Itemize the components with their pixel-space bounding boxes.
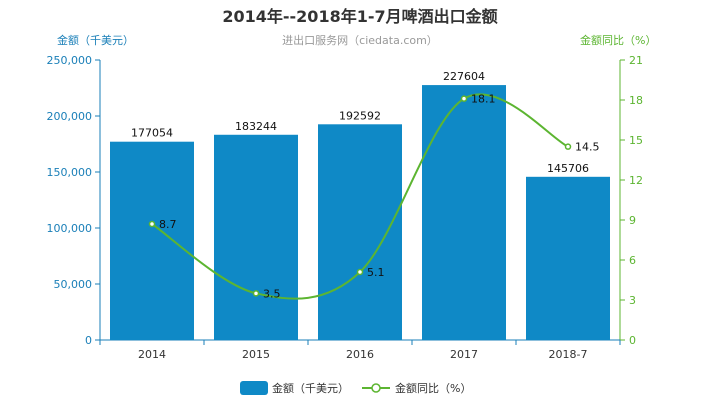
line-data-label: 14.5	[575, 141, 600, 154]
legend-line-marker	[371, 383, 381, 393]
line-point	[148, 220, 156, 228]
y-right-tick-label: 18	[629, 94, 643, 107]
line-point	[460, 95, 468, 102]
line-series: 8.7 3.5 5.1 18.1 14.5	[148, 93, 600, 300]
bar	[526, 176, 610, 340]
y-left-tick-label: 0	[85, 334, 92, 347]
y-right-tick-label: 9	[629, 214, 636, 227]
y-right-tick-label: 12	[629, 174, 643, 187]
y-left-tick-label: 50,000	[54, 278, 93, 291]
y-left-tick-label: 100,000	[47, 222, 93, 235]
y-left-tick-label: 200,000	[47, 110, 93, 123]
line-data-label: 3.5	[263, 287, 281, 300]
line-point	[252, 290, 260, 297]
legend-bar-label: 金额（千美元）	[272, 381, 349, 395]
x-tick-label: 2018-7	[549, 348, 588, 361]
bar-data-label: 227604	[443, 70, 485, 83]
axes: 0 50,000 100,000 150,000 200,000 250,000 0 3 6 9 1…	[47, 54, 644, 361]
y-axis-left-label: 金额（千美元）	[57, 33, 134, 47]
x-tick-label: 2016	[346, 348, 374, 361]
bar-data-label: 183244	[235, 120, 277, 133]
line-data-label: 18.1	[471, 93, 496, 106]
legend-bar-swatch	[240, 381, 268, 395]
y-axis-right-label: 金额同比（%）	[580, 33, 656, 47]
x-tick-label: 2014	[138, 348, 166, 361]
y-right-tick-label: 3	[629, 294, 636, 307]
y-right-tick-label: 21	[629, 54, 643, 67]
growth-line	[151, 93, 569, 300]
line-data-label: 8.7	[159, 218, 177, 231]
x-tick-label: 2017	[450, 348, 478, 361]
line-point	[356, 268, 364, 276]
bar-data-label: 145706	[547, 162, 589, 175]
y-right-tick-label: 0	[629, 334, 636, 347]
legend[interactable]: 金额（千美元） 金额同比（%）	[240, 381, 471, 395]
bar-series: 177054 183244 192592 227604 145706	[110, 70, 610, 340]
bar-data-label: 192592	[339, 109, 381, 122]
bar	[422, 85, 506, 340]
bar-data-label: 177054	[131, 127, 173, 140]
chart-subtitle: 进出口服务网（ciedata.com）	[282, 33, 438, 47]
line-point	[564, 143, 572, 150]
y-left-tick-label: 250,000	[47, 54, 93, 67]
x-tick-label: 2015	[242, 348, 270, 361]
y-right-tick-label: 15	[629, 134, 643, 147]
bar	[318, 124, 402, 340]
y-right-tick-label: 6	[629, 254, 636, 267]
chart-title: 2014年--2018年1-7月啤酒出口金额	[222, 7, 497, 26]
y-left-tick-label: 150,000	[47, 166, 93, 179]
legend-line-label: 金额同比（%）	[395, 381, 471, 395]
bar	[214, 134, 298, 340]
line-data-label: 5.1	[367, 266, 385, 279]
bar	[110, 141, 194, 340]
